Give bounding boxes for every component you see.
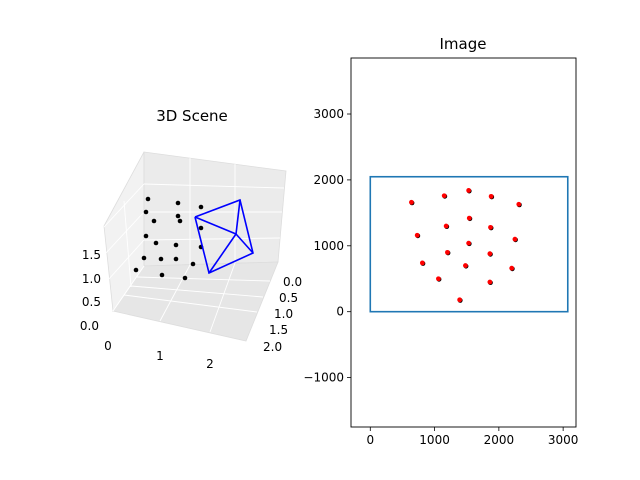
image-x-tick-label: 2000: [484, 433, 515, 447]
scene-x-ticks: 0 1 2: [104, 339, 214, 371]
detected-point: [463, 263, 468, 268]
scene-z-ticks: 0.0 0.5 1.0 1.5: [80, 248, 101, 333]
image-y-ticks: −1000 0 1000 2000 3000: [303, 107, 351, 385]
image-y-tick-label: −1000: [303, 371, 344, 385]
scene-world-point: [198, 225, 204, 231]
detected-point: [436, 276, 441, 282]
image-y-tick-label: 2000: [313, 173, 344, 187]
image-title: Image: [440, 35, 487, 53]
scene-world-point: [153, 240, 159, 246]
frustum-edge: [235, 233, 254, 254]
detected-point: [443, 223, 449, 229]
image-y-tick-label: 3000: [313, 107, 344, 121]
scene-world-point: [143, 233, 149, 239]
frustum-edge: [208, 233, 237, 274]
detected-point: [409, 199, 414, 205]
detected-point: [466, 240, 472, 246]
detected-point: [509, 265, 515, 271]
scene-world-point: [173, 242, 179, 248]
image-y-tick-label: 1000: [313, 239, 344, 253]
scene-3d-title: 3D Scene: [156, 107, 228, 125]
scene-z-tick-label: 0.0: [80, 319, 99, 333]
detected-point: [419, 260, 425, 266]
image-x-tick-label: 3000: [548, 433, 579, 447]
scene-y-ticks: 0.0 0.5 1.0 1.5 2.0: [263, 275, 302, 354]
image-x-tick-label: 1000: [419, 433, 450, 447]
frustum-edge: [235, 199, 241, 235]
scene-world-point: [159, 272, 165, 278]
scene-world-point: [145, 196, 151, 202]
scene-world-point: [158, 256, 164, 262]
scene-y-tick-label: 0.5: [279, 291, 298, 305]
scene-world-point: [175, 200, 181, 206]
image-bounds-rect: [369, 175, 569, 313]
detected-point: [487, 251, 493, 257]
scene-x-tick-label: 1: [156, 349, 164, 363]
scene-world-point: [182, 275, 188, 281]
scene-y-tick-label: 1.5: [269, 323, 288, 337]
detected-point: [457, 297, 463, 303]
scene-world-point: [198, 204, 204, 210]
detected-point: [516, 201, 522, 207]
scene-y-tick-label: 2.0: [263, 340, 282, 354]
scene-3d-axes: 3D Scene: [80, 107, 302, 371]
scene-world-point: [141, 255, 147, 261]
scene-grid: [103, 158, 285, 333]
scene-z-tick-label: 0.5: [82, 295, 101, 309]
scene-world-point: [177, 218, 183, 224]
image-x-ticks: 0 1000 2000 3000: [366, 427, 578, 447]
detected-point: [466, 215, 472, 221]
scene-world-point: [175, 213, 181, 219]
scene-world-point: [173, 256, 179, 262]
scene-world-point: [143, 209, 149, 215]
scene-world-point: [190, 261, 196, 267]
image-plot-frame: [350, 57, 577, 428]
scene-y-tick-label: 1.0: [274, 307, 293, 321]
scene-world-point: [133, 267, 139, 273]
detected-point: [488, 193, 494, 199]
scene-points: [133, 196, 204, 281]
scene-x-tick-label: 0: [104, 339, 112, 353]
scene-x-tick-label: 2: [206, 357, 214, 371]
image-y-tick-label: 0: [336, 305, 344, 319]
detected-point: [488, 224, 493, 230]
detected-point: [487, 279, 493, 285]
image-points: [409, 188, 522, 303]
frustum-edge: [194, 216, 237, 235]
scene-world-point: [151, 218, 157, 224]
detected-point: [512, 236, 518, 242]
camera-frustum: [194, 198, 254, 275]
image-axes: Image 0 1000 2000 3000 −1000 0 1000 2000 3000: [303, 35, 578, 447]
scene-z-tick-label: 1.0: [82, 272, 101, 286]
detected-point: [445, 249, 450, 255]
detected-point: [466, 188, 472, 193]
detected-point: [441, 193, 447, 199]
scene-y-tick-label: 0.0: [283, 275, 302, 289]
scene-z-tick-label: 1.5: [82, 248, 101, 262]
image-x-tick-label: 0: [366, 433, 374, 447]
detected-point: [414, 232, 420, 238]
